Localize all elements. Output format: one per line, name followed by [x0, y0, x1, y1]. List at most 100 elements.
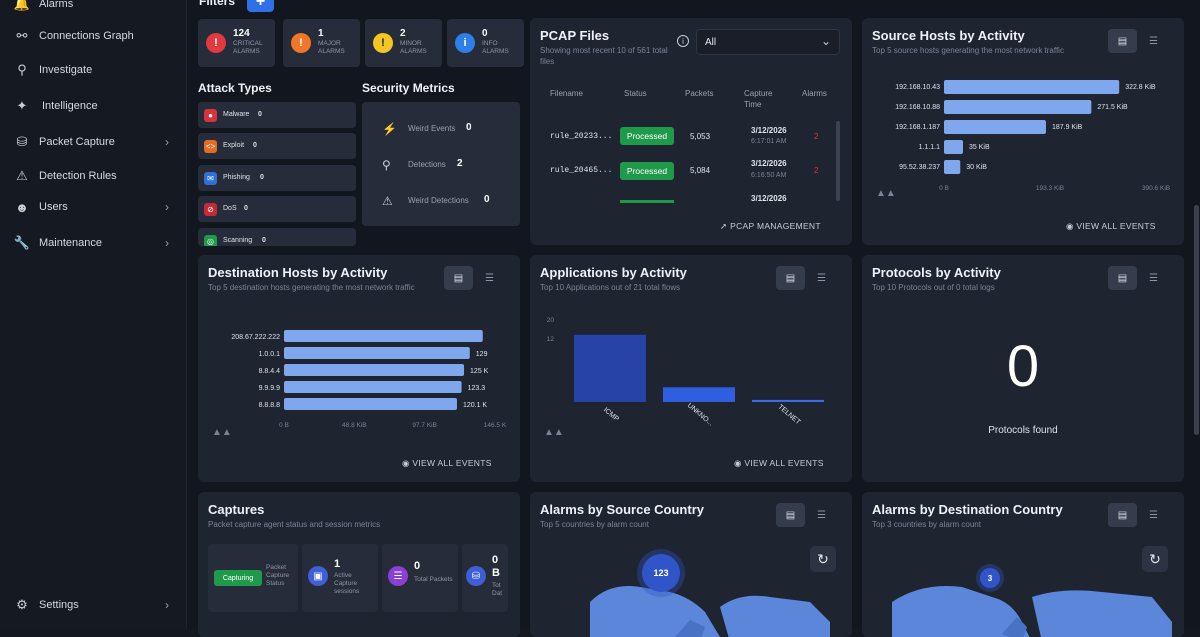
refresh-icon: ↻	[1149, 550, 1161, 567]
warning-icon: ⚠	[382, 194, 393, 208]
filters-label: Filters	[199, 0, 236, 8]
tick-label: 0 B	[279, 422, 289, 429]
chevron-right-icon: ›	[165, 200, 169, 214]
sidebar-item-settings[interactable]: ⚙ Settings ›	[0, 590, 187, 620]
bar-chart-icon[interactable]: ▤	[776, 266, 805, 290]
list-icon[interactable]: ☰	[817, 509, 826, 521]
add-filter-button[interactable]: +	[247, 0, 274, 12]
sidebar-item-maintenance[interactable]: 🔧 Maintenance ›	[13, 235, 169, 250]
list-icon[interactable]: ☰	[1149, 509, 1158, 521]
sidebar-item-packet-capture[interactable]: ⛁ Packet Capture ›	[0, 127, 187, 157]
list-icon[interactable]: ☰	[1149, 272, 1158, 284]
world-map[interactable]	[530, 542, 852, 637]
eye-icon: ◉	[402, 458, 413, 468]
total-packets-box: ☰ 0 Total Packets	[382, 544, 458, 612]
warning-icon: ⚠	[16, 168, 28, 183]
bell-icon: 🔔	[13, 0, 31, 11]
destination-hosts-chart: 208.67.222.222 1.0.0.1 129 8.8.4.4 125 K 9.9.…	[231, 330, 507, 429]
bar-chart-icon[interactable]: ▤	[1108, 503, 1137, 527]
refresh-button[interactable]: ↻	[810, 546, 836, 572]
view-toggle: ▤ ☰	[1108, 503, 1168, 527]
search-icon: ⚲	[382, 158, 391, 172]
category-label: 1.0.0.1	[259, 351, 281, 358]
tick-label: 12	[547, 336, 555, 343]
category-label: 192.168.10.43	[895, 84, 940, 91]
refresh-button[interactable]: ↻	[1142, 546, 1168, 572]
chevron-right-icon: ›	[165, 135, 169, 149]
table-scrollbar[interactable]	[836, 121, 840, 201]
bar-chart-icon[interactable]: ▤	[444, 266, 473, 290]
lightning-icon: ⚡	[382, 122, 397, 136]
metric-detections[interactable]: ⚲ Detections 2	[382, 158, 463, 172]
minor-alarms-card[interactable]: ! 2 MINOR ALARMS	[365, 19, 442, 67]
view-toggle: ▤ ☰	[444, 266, 504, 290]
status-badge: Processed	[620, 162, 674, 180]
map-cluster-marker[interactable]: 123	[642, 554, 680, 592]
info-icon[interactable]: i	[677, 35, 689, 47]
attack-type-phishing[interactable]: ✉ Phishing 0	[198, 165, 356, 191]
category-label: UNKNO...	[686, 402, 714, 427]
major-alarms-card[interactable]: ! 1 MAJOR ALARMS	[283, 19, 360, 67]
pcap-management-link[interactable]: ➚ PCAP MANAGEMENT	[720, 221, 821, 231]
protocols-card: Protocols by Activity Top 10 Protocols o…	[862, 255, 1184, 482]
eye-icon: ◉	[1066, 221, 1077, 231]
view-all-events-link[interactable]: ◉ VIEW ALL EVENTS	[1066, 221, 1156, 231]
bar	[574, 334, 646, 402]
bar-chart-icon[interactable]: ▤	[1108, 29, 1137, 53]
value-label: 30 KiB	[966, 164, 987, 171]
view-toggle: ▤ ☰	[1108, 29, 1168, 53]
bar	[752, 399, 824, 402]
attack-type-malware[interactable]: ● Malware 0	[198, 102, 356, 128]
monitor-icon: ▣	[308, 566, 328, 586]
pcap-filter-select[interactable]: All ⌄	[696, 29, 840, 55]
list-icon[interactable]: ☰	[817, 272, 826, 284]
sidebar: 🔔 Alarms ⚯ Connections Graph ⚲ Investigate …	[0, 0, 187, 629]
protocols-caption: Protocols found	[988, 425, 1058, 436]
chevron-right-icon: ›	[165, 598, 169, 612]
tick-label: 390.6 KiB	[1142, 185, 1170, 192]
attack-type-dos[interactable]: ⊘ DoS 0	[198, 196, 356, 222]
tick-label: 193.3 KiB	[1036, 185, 1064, 192]
bar-chart-icon[interactable]: ▤	[776, 503, 805, 527]
sidebar-item-detection-rules[interactable]: ⚠ Detection Rules	[0, 161, 187, 191]
bar-chart-icon[interactable]: ▤	[1108, 266, 1137, 290]
total-data-box: ⛁ 0 B Tot Dat	[462, 544, 508, 612]
alert-triangle-icon: !	[206, 33, 226, 53]
category-label: 95.52.38.237	[899, 164, 940, 171]
attack-types-title: Attack Types	[198, 81, 272, 95]
view-toggle: ▤ ☰	[776, 266, 836, 290]
sparkle-icon: ✦	[16, 98, 28, 113]
alert-triangle-icon: !	[291, 33, 311, 53]
view-all-events-link[interactable]: ◉ VIEW ALL EVENTS	[402, 458, 492, 468]
attack-type-exploit[interactable]: <> Exploit 0	[198, 133, 356, 159]
sidebar-item-connections-graph[interactable]: ⚯ Connections Graph	[0, 21, 187, 51]
value-label: 271.5 KiB	[1097, 104, 1128, 111]
list-icon[interactable]: ☰	[1149, 35, 1158, 47]
view-all-events-link[interactable]: ◉ VIEW ALL EVENTS	[734, 458, 824, 468]
sidebar-item-alarms[interactable]: 🔔 Alarms	[0, 0, 187, 19]
critical-alarms-card[interactable]: ! 124 CRITICAL ALARMS	[198, 19, 275, 67]
sidebar-item-investigate[interactable]: ⚲ Investigate	[0, 55, 187, 85]
info-alarms-card[interactable]: i 0 INFO ALARMS	[447, 19, 524, 67]
bar	[944, 160, 961, 174]
list-icon[interactable]: ☰	[485, 272, 494, 284]
value-label: 187.9 KiB	[1052, 124, 1083, 131]
world-map[interactable]	[862, 542, 1184, 637]
mail-icon: ✉	[204, 172, 217, 185]
category-label: TELNET	[776, 404, 802, 427]
share-icon: ⚯	[16, 28, 28, 43]
map-cluster-marker[interactable]: 3	[980, 568, 1000, 588]
metric-weird-events[interactable]: ⚡ Weird Events 0	[382, 122, 472, 136]
page-scrollbar[interactable]	[1194, 205, 1199, 435]
scan-icon: ◎	[204, 235, 217, 246]
users-icon: ☻	[15, 199, 29, 215]
bar	[284, 364, 465, 376]
metric-weird-detections[interactable]: ⚠ Weird Detections 0	[382, 194, 490, 208]
sidebar-item-intelligence[interactable]: ✦ Intelligence	[0, 91, 187, 121]
map-landmass	[1032, 590, 1172, 637]
category-label: 1.1.1.1	[919, 144, 941, 151]
attack-type-scanning[interactable]: ◎ Scanning 0	[198, 228, 356, 246]
sidebar-item-users[interactable]: ☻ Users ›	[15, 199, 169, 215]
wrench-icon: 🔧	[13, 235, 31, 250]
chevron-down-icon: ⌄	[820, 34, 831, 48]
